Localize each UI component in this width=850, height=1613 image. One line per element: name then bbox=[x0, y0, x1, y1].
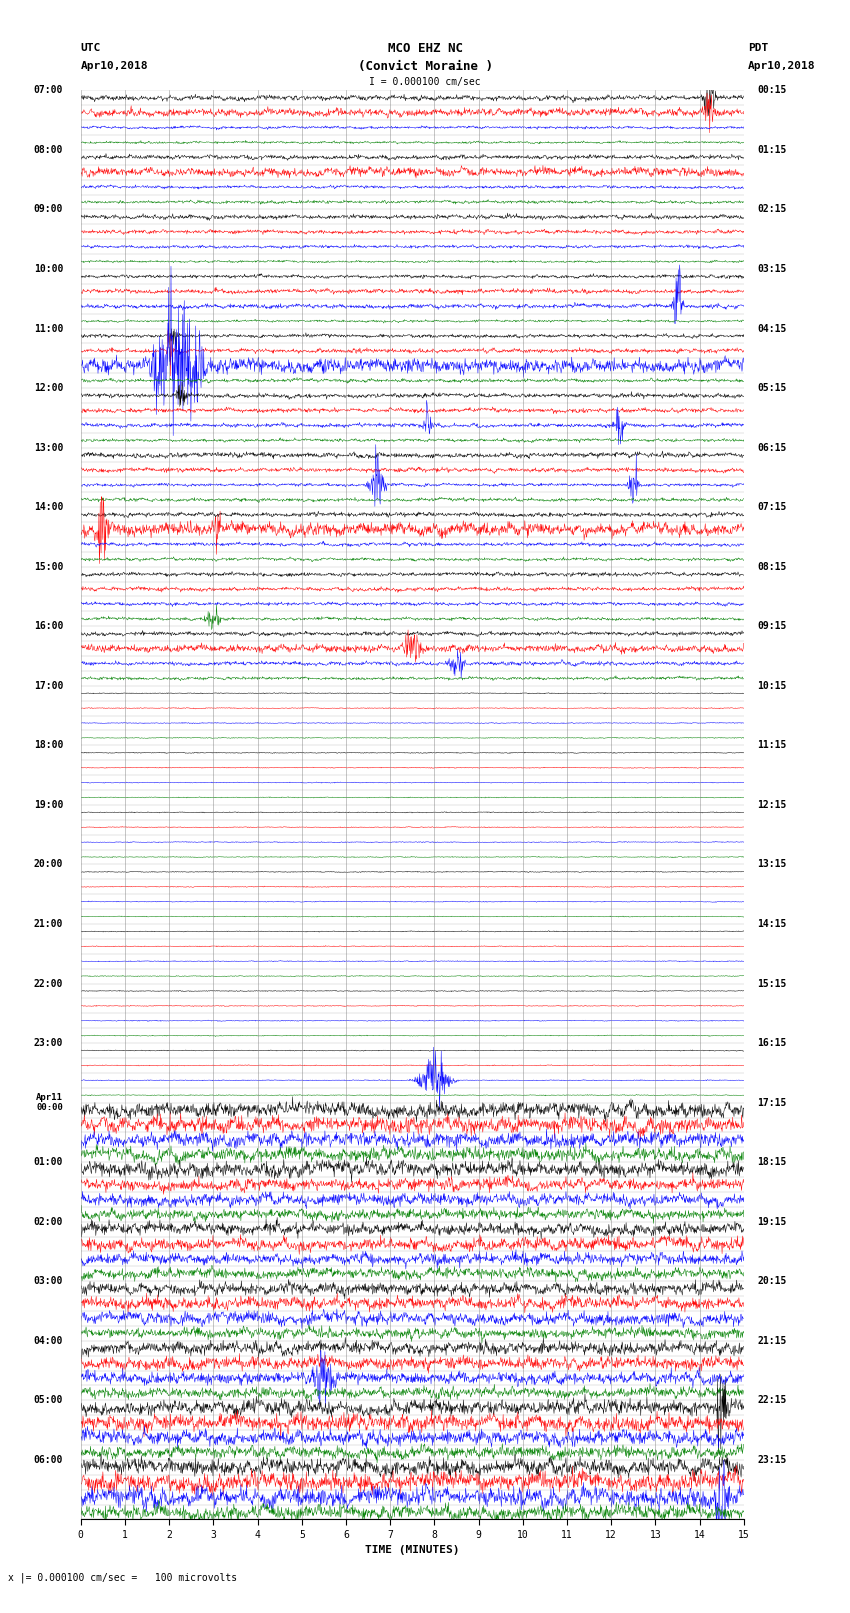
Text: 03:15: 03:15 bbox=[757, 265, 786, 274]
Text: 20:00: 20:00 bbox=[34, 860, 63, 869]
Text: 02:15: 02:15 bbox=[757, 205, 786, 215]
Text: 19:15: 19:15 bbox=[757, 1216, 786, 1227]
Text: 13:15: 13:15 bbox=[757, 860, 786, 869]
Text: 21:15: 21:15 bbox=[757, 1336, 786, 1345]
Text: 16:15: 16:15 bbox=[757, 1039, 786, 1048]
Text: 14:00: 14:00 bbox=[34, 502, 63, 513]
Text: 12:15: 12:15 bbox=[757, 800, 786, 810]
Text: 01:00: 01:00 bbox=[34, 1157, 63, 1168]
Text: 07:15: 07:15 bbox=[757, 502, 786, 513]
Text: 20:15: 20:15 bbox=[757, 1276, 786, 1286]
Text: 14:15: 14:15 bbox=[757, 919, 786, 929]
Text: (Convict Moraine ): (Convict Moraine ) bbox=[358, 60, 492, 73]
Text: 22:00: 22:00 bbox=[34, 979, 63, 989]
Text: PDT: PDT bbox=[748, 44, 768, 53]
Text: MCO EHZ NC: MCO EHZ NC bbox=[388, 42, 462, 55]
Text: 11:00: 11:00 bbox=[34, 324, 63, 334]
Text: 04:15: 04:15 bbox=[757, 324, 786, 334]
Text: 05:00: 05:00 bbox=[34, 1395, 63, 1405]
Text: 21:00: 21:00 bbox=[34, 919, 63, 929]
Text: 08:00: 08:00 bbox=[34, 145, 63, 155]
Text: 12:00: 12:00 bbox=[34, 382, 63, 394]
Text: 10:00: 10:00 bbox=[34, 265, 63, 274]
Text: 09:00: 09:00 bbox=[34, 205, 63, 215]
Text: 01:15: 01:15 bbox=[757, 145, 786, 155]
Text: Apr10,2018: Apr10,2018 bbox=[748, 61, 815, 71]
Text: 22:15: 22:15 bbox=[757, 1395, 786, 1405]
Text: 23:00: 23:00 bbox=[34, 1039, 63, 1048]
Text: Apr11
00:00: Apr11 00:00 bbox=[37, 1094, 63, 1113]
Text: 15:00: 15:00 bbox=[34, 561, 63, 571]
Text: 13:00: 13:00 bbox=[34, 442, 63, 453]
Text: 11:15: 11:15 bbox=[757, 740, 786, 750]
Text: I = 0.000100 cm/sec: I = 0.000100 cm/sec bbox=[369, 77, 481, 87]
Text: 18:15: 18:15 bbox=[757, 1157, 786, 1168]
Text: 09:15: 09:15 bbox=[757, 621, 786, 631]
Text: 02:00: 02:00 bbox=[34, 1216, 63, 1227]
Text: 23:15: 23:15 bbox=[757, 1455, 786, 1465]
Text: 00:15: 00:15 bbox=[757, 85, 786, 95]
Text: 16:00: 16:00 bbox=[34, 621, 63, 631]
Text: Apr10,2018: Apr10,2018 bbox=[81, 61, 148, 71]
Text: UTC: UTC bbox=[81, 44, 101, 53]
Text: 03:00: 03:00 bbox=[34, 1276, 63, 1286]
Text: 07:00: 07:00 bbox=[34, 85, 63, 95]
Text: 06:15: 06:15 bbox=[757, 442, 786, 453]
Text: 05:15: 05:15 bbox=[757, 382, 786, 394]
Text: 10:15: 10:15 bbox=[757, 681, 786, 690]
Text: x |= 0.000100 cm/sec =   100 microvolts: x |= 0.000100 cm/sec = 100 microvolts bbox=[8, 1573, 238, 1582]
Text: 18:00: 18:00 bbox=[34, 740, 63, 750]
Text: 06:00: 06:00 bbox=[34, 1455, 63, 1465]
Text: 08:15: 08:15 bbox=[757, 561, 786, 571]
Text: 04:00: 04:00 bbox=[34, 1336, 63, 1345]
Text: 15:15: 15:15 bbox=[757, 979, 786, 989]
Text: 17:15: 17:15 bbox=[757, 1097, 786, 1108]
Text: 19:00: 19:00 bbox=[34, 800, 63, 810]
X-axis label: TIME (MINUTES): TIME (MINUTES) bbox=[365, 1545, 460, 1555]
Text: 17:00: 17:00 bbox=[34, 681, 63, 690]
